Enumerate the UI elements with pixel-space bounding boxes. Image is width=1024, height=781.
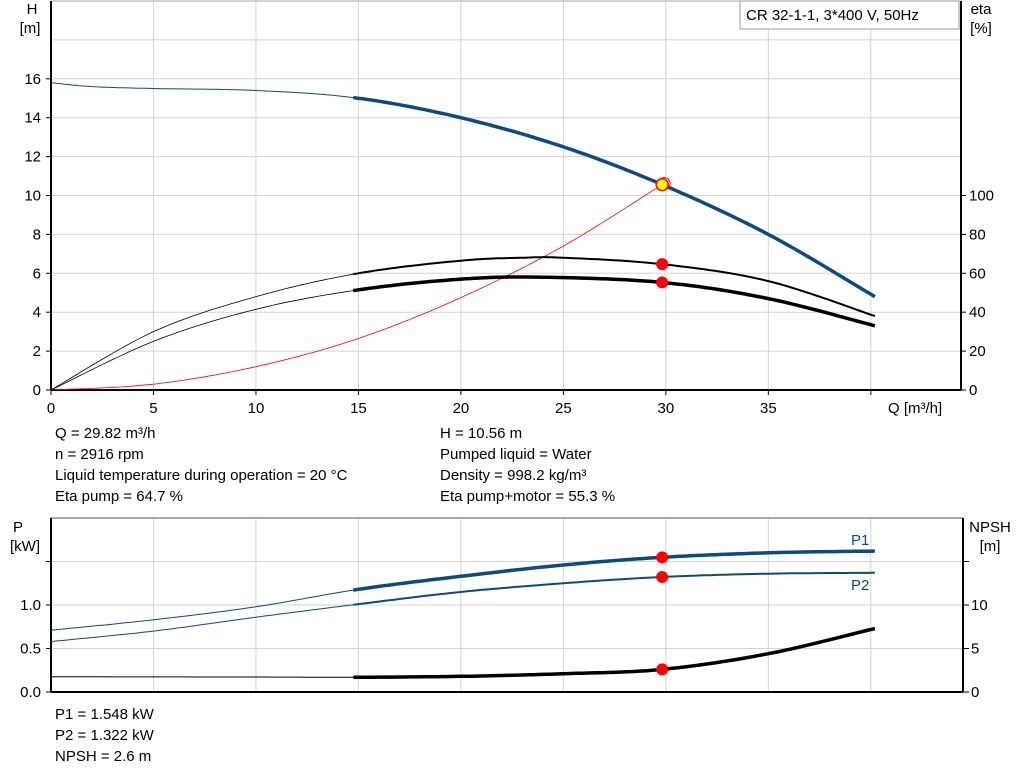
info-p1: P1 = 1.548 kW xyxy=(55,706,154,723)
eta-pump-duty-point xyxy=(656,258,669,271)
y-tick-label: 8 xyxy=(33,226,41,243)
bottom-ylabel-1: P xyxy=(13,519,23,536)
info-temperature: Liquid temperature during operation = 20… xyxy=(55,467,348,484)
info-speed: n = 2916 rpm xyxy=(55,446,144,463)
y2-tick-label: 40 xyxy=(969,304,986,321)
P2-curve xyxy=(353,571,875,606)
eta_pump_motor-curve xyxy=(353,275,876,328)
y-tick-label: 10 xyxy=(24,188,41,205)
title-box-text: CR 32-1-1, 3*400 V, 50Hz xyxy=(746,7,919,24)
P1-curve-extended xyxy=(50,588,359,631)
bottom-info: P1 = 1.548 kW P2 = 1.322 kW NPSH = 2.6 m xyxy=(55,704,154,767)
top-xlabel: Q [m³/h] xyxy=(888,400,942,417)
bottom-y2label-1: NPSH xyxy=(969,519,1011,536)
y2-tick-label: 0 xyxy=(971,684,979,701)
info-liquid: Pumped liquid = Water xyxy=(440,446,592,463)
x-tick-label: 10 xyxy=(248,400,265,417)
top-info-right: H = 10.56 m Pumped liquid = Water Densit… xyxy=(440,423,615,507)
x-tick-label: 30 xyxy=(658,400,675,417)
eta_pump-curve xyxy=(353,256,876,318)
head-curve xyxy=(353,95,876,299)
top-info-left: Q = 29.82 m³/h n = 2916 rpm Liquid tempe… xyxy=(55,423,347,507)
info-density: Density = 998.2 kg/m³ xyxy=(440,467,587,484)
y-tick-label: 6 xyxy=(33,265,41,282)
bottom-y2label-2: [m] xyxy=(980,538,1001,555)
y2-tick-label: 20 xyxy=(969,343,986,360)
npsh-duty-point xyxy=(656,663,669,676)
x-tick-label: 15 xyxy=(350,400,367,417)
head-curve-extended xyxy=(50,82,359,99)
y2-tick-label: 5 xyxy=(971,641,979,658)
x-tick-label: 20 xyxy=(453,400,470,417)
NPSH-curve xyxy=(353,626,876,679)
y-tick-label: 12 xyxy=(24,149,41,166)
P1-curve xyxy=(353,549,875,592)
info-eta-pump: Eta pump = 64.7 % xyxy=(55,488,183,505)
top-ylabel-2: [m] xyxy=(20,20,41,37)
top-y2label-1: eta xyxy=(971,1,993,18)
P2-curve-extended xyxy=(50,603,359,642)
y-tick-label: 0.5 xyxy=(20,641,41,658)
curves xyxy=(50,82,876,679)
y2-tick-label: 100 xyxy=(969,188,994,205)
y2-tick-label: 0 xyxy=(969,382,977,399)
top-chart-grid xyxy=(50,0,962,391)
y2-tick-label: 80 xyxy=(969,226,986,243)
y2-tick-label: 10 xyxy=(971,597,988,614)
top-y2label-2: [%] xyxy=(970,20,992,37)
info-eta-pump-motor: Eta pump+motor = 55.3 % xyxy=(440,488,616,505)
duty-point-marker xyxy=(655,177,669,192)
y-tick-label: 16 xyxy=(24,71,41,88)
y-tick-label: 4 xyxy=(33,304,41,321)
info-flow: Q = 29.82 m³/h xyxy=(55,425,156,442)
y-tick-label: 0.0 xyxy=(20,684,41,701)
info-npsh: NPSH = 2.6 m xyxy=(55,748,152,765)
x-tick-label: 25 xyxy=(555,400,572,417)
y-tick-label: 0 xyxy=(33,382,41,399)
p1-label: P1 xyxy=(851,532,869,549)
y-tick-label: 1.0 xyxy=(20,597,41,614)
y-tick-label: 2 xyxy=(33,343,41,360)
bottom-ylabel-2: [kW] xyxy=(10,538,40,555)
x-tick-label: 35 xyxy=(760,400,777,417)
bottom-chart-grid xyxy=(50,517,964,693)
info-p2: P2 = 1.322 kW xyxy=(55,727,154,744)
y-tick-label: 14 xyxy=(24,110,41,127)
title-box: CR 32-1-1, 3*400 V, 50Hz xyxy=(739,0,960,30)
eta_pump_motor-curve-extended xyxy=(50,289,359,391)
y2-tick-label: 60 xyxy=(969,265,986,282)
system_curve-curve xyxy=(50,184,663,391)
x-tick-label: 5 xyxy=(149,400,157,417)
p2-duty-point xyxy=(656,570,669,583)
eta_pump-curve-extended xyxy=(50,272,359,391)
info-head: H = 10.56 m xyxy=(440,425,523,442)
p1-duty-point xyxy=(656,551,669,564)
top-ylabel-1: H xyxy=(27,1,38,18)
p2-label: P2 xyxy=(851,577,869,594)
title-box-frame xyxy=(739,0,960,30)
x-tick-label: 0 xyxy=(47,400,55,417)
eta-pump-motor-duty-point xyxy=(656,276,669,289)
